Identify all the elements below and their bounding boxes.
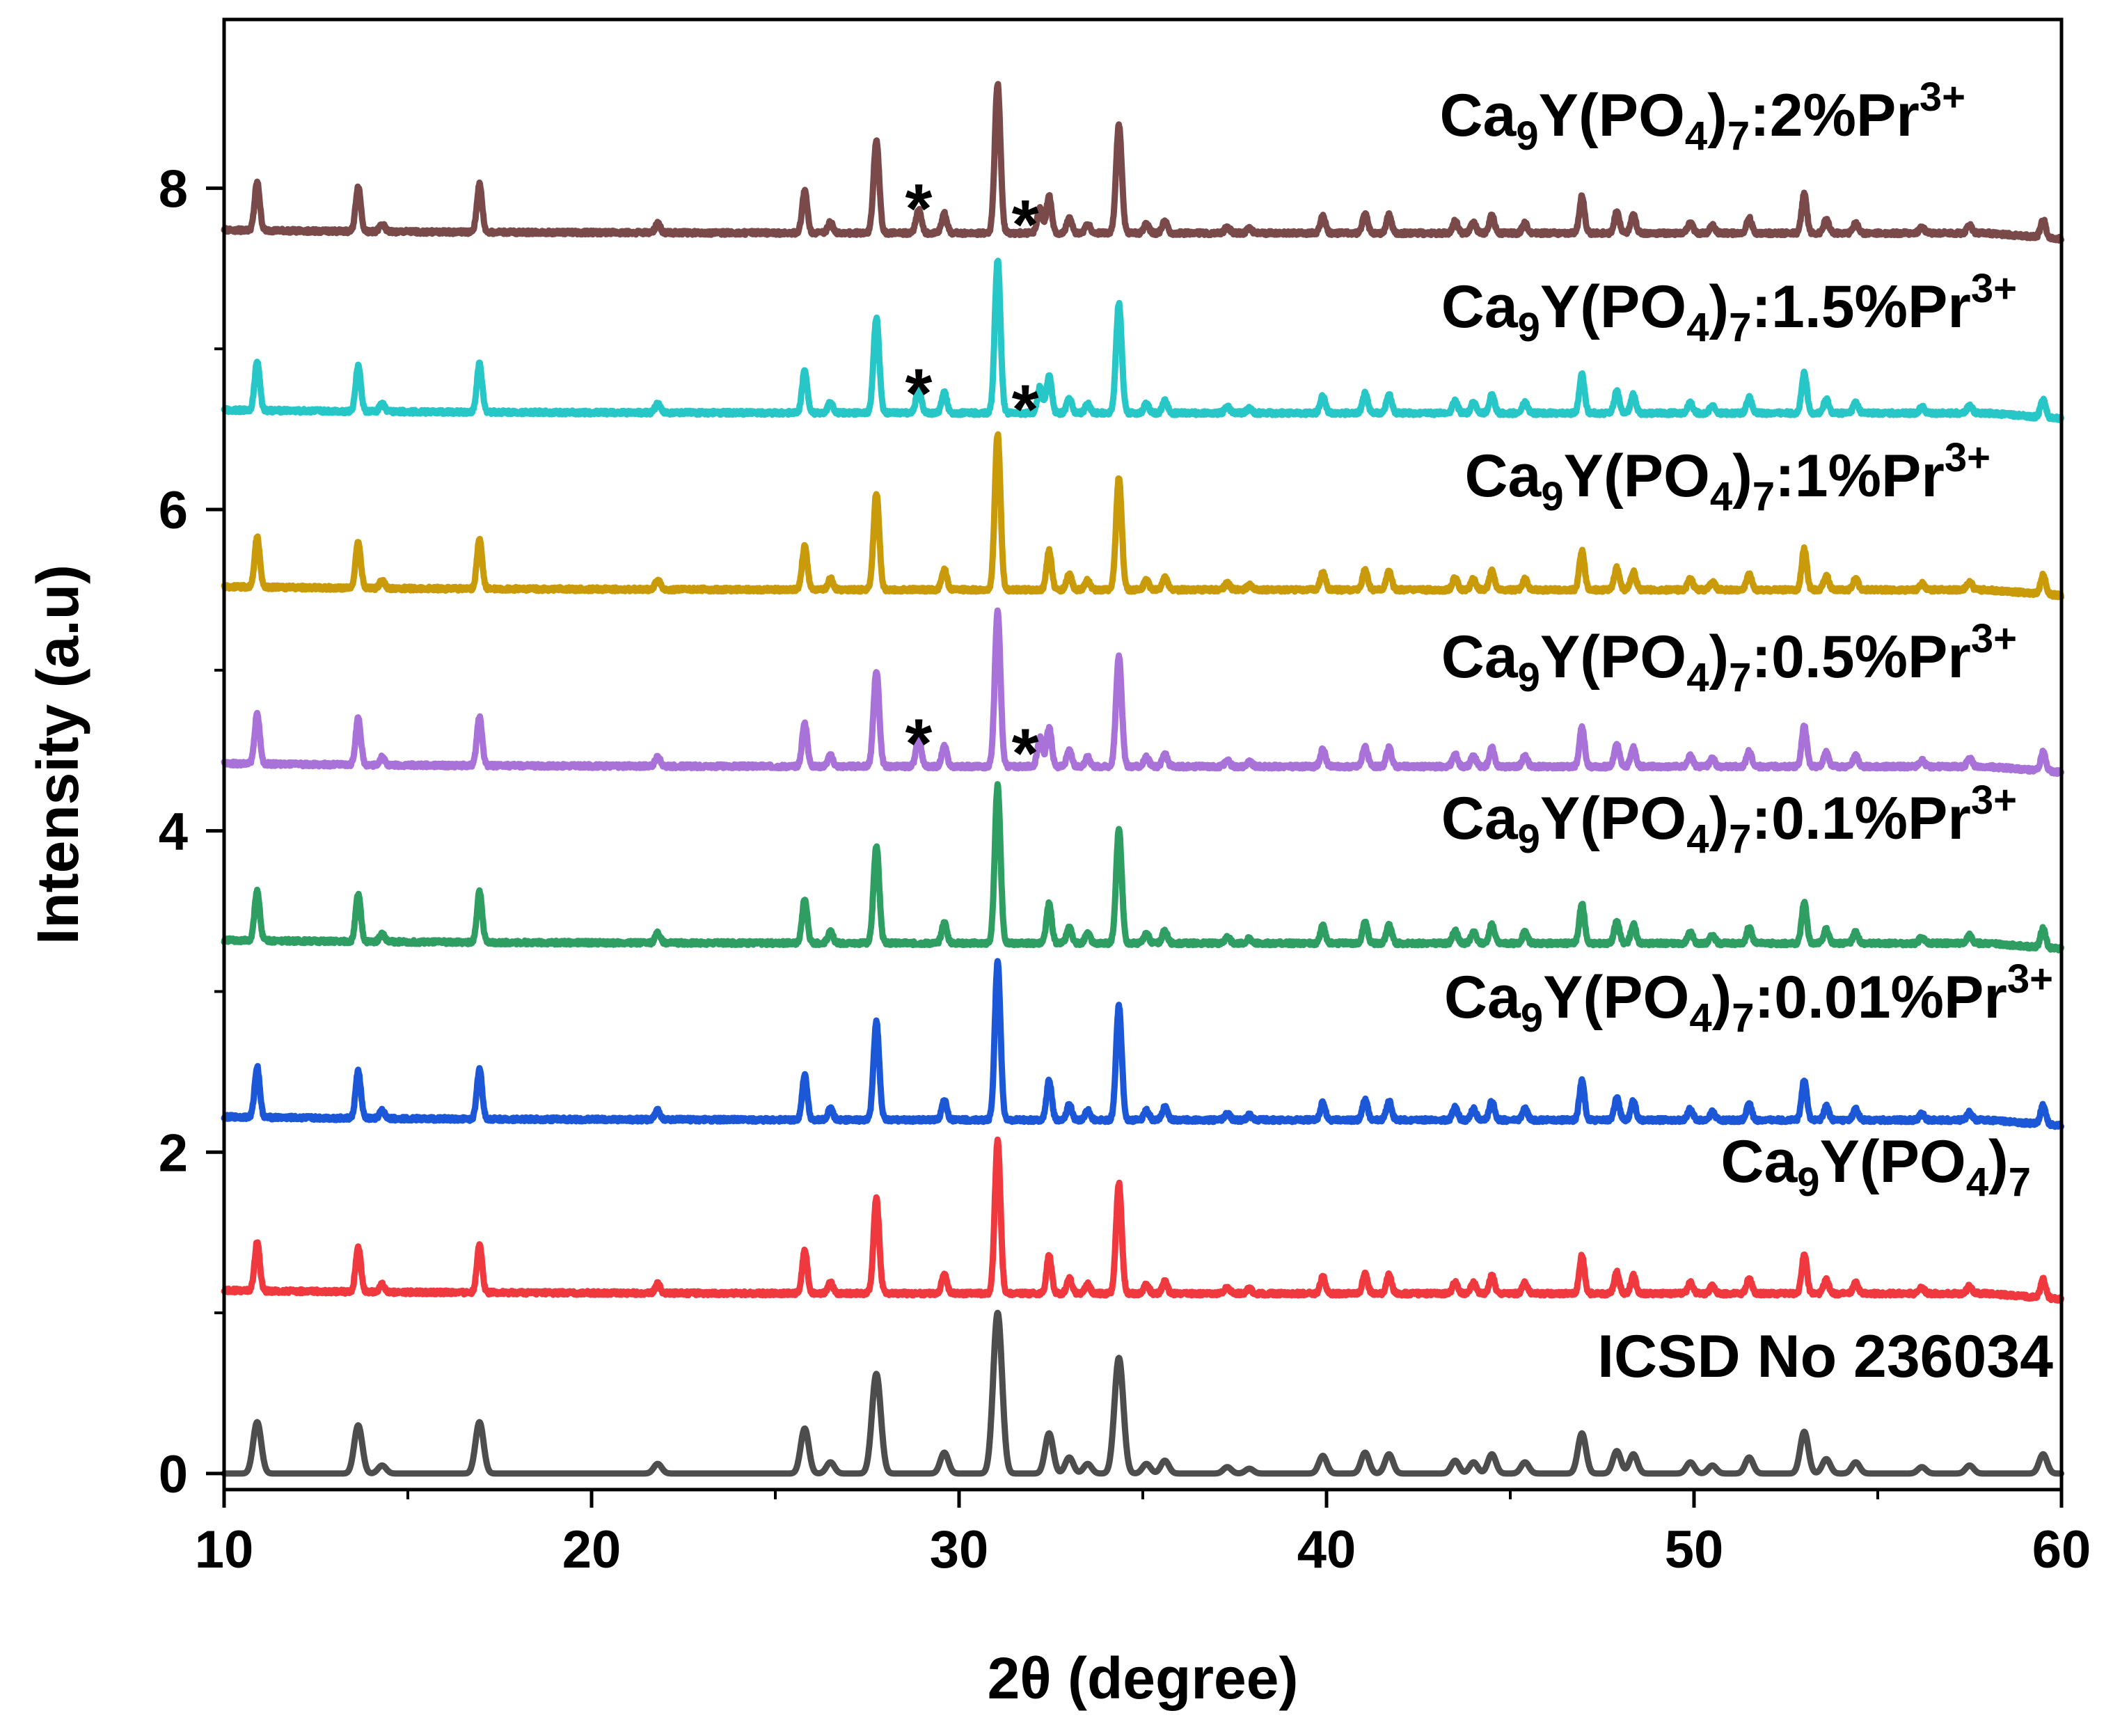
series-label-part: ) — [1709, 785, 1729, 852]
impurity-star: * — [1012, 370, 1039, 448]
series-label-part: 4 — [1966, 1160, 1988, 1205]
pattern-line — [221, 81, 2065, 244]
impurity-star: * — [905, 354, 932, 432]
series-label-part: Y(PO — [1539, 82, 1685, 149]
series-label-part: ) — [1988, 1128, 2009, 1195]
series-label: Ca9Y(PO4)7:1.5%Pr3+ — [1441, 266, 2017, 350]
series-label-part: Ca — [1441, 274, 1519, 340]
impurity-star: * — [905, 705, 932, 783]
series-label: Ca9Y(PO4)7:0.01%Pr3+ — [1444, 956, 2053, 1041]
pattern-line — [221, 431, 2065, 601]
series-label-part: 7 — [1729, 655, 1751, 700]
x-axis-title: 2θ (degree) — [988, 1646, 1299, 1711]
impurity-star: * — [905, 170, 932, 248]
y-axis-ticks: 0 2 4 6 8 — [159, 159, 224, 1504]
series-label-part: :2%Pr — [1750, 82, 1920, 149]
series-label-part: 7 — [1732, 995, 1754, 1041]
series-label-part: 9 — [1518, 816, 1540, 862]
x-tick-label: 30 — [930, 1520, 989, 1579]
series-label-part: 3+ — [1971, 616, 2017, 661]
series-label-part: 3+ — [1920, 74, 1965, 120]
series-label-part: 9 — [1516, 113, 1538, 159]
series-label-part: ) — [1707, 82, 1727, 149]
series-label-part: 4 — [1689, 995, 1711, 1041]
series-label-part: Ca — [1464, 443, 1542, 510]
series-label-part: :1%Pr — [1775, 443, 1945, 510]
y-tick-label: 6 — [159, 481, 188, 540]
pattern-line — [221, 258, 2065, 423]
series-label: Ca9Y(PO4)7:0.1%Pr3+ — [1441, 778, 2017, 862]
y-tick-label: 2 — [159, 1123, 188, 1183]
series-label-part: 9 — [1521, 995, 1543, 1041]
series-label-part: Y(PO — [1564, 443, 1710, 510]
series-label: Ca9Y(PO4)7:1%Pr3+ — [1464, 435, 1991, 519]
pattern-line — [221, 781, 2065, 954]
impurity-star: * — [1012, 714, 1039, 792]
series-label-part: 9 — [1518, 305, 1540, 350]
series-label-part: 4 — [1685, 113, 1707, 159]
impurity-star: * — [1012, 186, 1039, 264]
diffraction-patterns — [221, 81, 2065, 1477]
series-label-part: 4 — [1686, 816, 1709, 862]
pattern-line — [221, 607, 2065, 778]
series-label: Ca9Y(PO4)7:0.5%Pr3+ — [1441, 616, 2017, 700]
series-label-part: :0.5%Pr — [1751, 624, 1971, 691]
series-label-part: 3+ — [1971, 266, 2017, 311]
series-label: Ca9Y(PO4)7:2%Pr3+ — [1439, 74, 1965, 159]
series-label-part: Y(PO — [1540, 274, 1686, 340]
y-axis-title: Intensity (a.u) — [25, 565, 90, 945]
x-tick-label: 10 — [195, 1520, 254, 1579]
series-label-part: 3+ — [1971, 778, 2017, 823]
x-tick-label: 40 — [1297, 1520, 1356, 1579]
series-label-part: ) — [1709, 274, 1729, 340]
y-tick-label: 4 — [159, 803, 188, 862]
series-label-part: Y(PO — [1540, 624, 1686, 691]
series-label-part: Ca — [1439, 82, 1517, 149]
series-label-part: :1.5%Pr — [1751, 274, 1971, 340]
series-label-part: ) — [1709, 624, 1729, 691]
x-tick-label: 50 — [1665, 1520, 1724, 1579]
series-label-part: 3+ — [2007, 956, 2053, 1002]
series-label-part: 9 — [1541, 474, 1563, 519]
series-label-part: 3+ — [1945, 435, 1991, 480]
y-tick-label: 0 — [159, 1445, 188, 1504]
series-label-part: 4 — [1686, 655, 1709, 700]
series-label: Ca9Y(PO4)7 — [1720, 1128, 2031, 1205]
series-label-part: Ca — [1444, 964, 1521, 1031]
pattern-line — [221, 1309, 2065, 1477]
pattern-line — [221, 958, 2065, 1130]
series-label-part: 4 — [1686, 305, 1709, 350]
series-label-part: ) — [1732, 443, 1752, 510]
x-tick-label: 60 — [2032, 1520, 2091, 1579]
series-label-part: Y(PO — [1820, 1128, 1966, 1195]
impurity-annotations: * * * * * * — [905, 170, 1038, 792]
series-label-part: Y(PO — [1543, 964, 1689, 1031]
series-label: ICSD No 236034 — [1597, 1323, 2053, 1390]
series-label-part: 7 — [2009, 1160, 2031, 1205]
series-label-part: Ca — [1720, 1128, 1798, 1195]
pattern-line — [221, 1136, 2065, 1304]
series-label-part: 7 — [1727, 113, 1750, 159]
series-label-part: :0.1%Pr — [1751, 785, 1971, 852]
series-label-part: 9 — [1797, 1160, 1819, 1205]
series-label-part: ICSD No 236034 — [1597, 1323, 2053, 1390]
series-label-part: Y(PO — [1540, 785, 1686, 852]
x-tick-label: 20 — [562, 1520, 622, 1579]
series-label-part: 7 — [1729, 816, 1751, 862]
series-label-part: 7 — [1729, 305, 1751, 350]
series-label-part: 4 — [1710, 474, 1732, 519]
series-label-part: 7 — [1752, 474, 1775, 519]
series-labels: ICSD No 236034Ca9Y(PO4)7Ca9Y(PO4)7:0.01%… — [1439, 74, 2053, 1390]
series-label-part: :0.01%Pr — [1755, 964, 2007, 1031]
series-label-part: Ca — [1441, 785, 1519, 852]
series-label-part: ) — [1712, 964, 1732, 1031]
series-label-part: Ca — [1441, 624, 1519, 691]
y-tick-label: 8 — [159, 159, 188, 219]
series-label-part: 9 — [1518, 655, 1540, 700]
plot-frame — [222, 17, 2064, 1492]
x-axis-ticks: 10 20 30 40 50 60 — [195, 1490, 2091, 1579]
